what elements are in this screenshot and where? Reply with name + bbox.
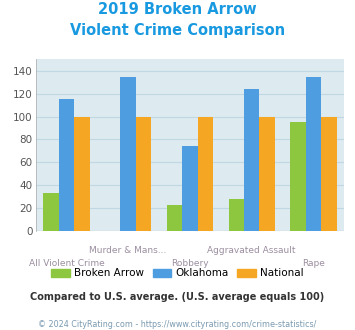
Bar bbox=[59, 99, 74, 231]
Text: All Violent Crime: All Violent Crime bbox=[28, 259, 104, 268]
Bar bbox=[182, 146, 198, 231]
Bar bbox=[260, 116, 275, 231]
Bar bbox=[306, 77, 321, 231]
Bar bbox=[244, 89, 260, 231]
Bar bbox=[136, 116, 151, 231]
Bar bbox=[290, 122, 306, 231]
Bar bbox=[229, 199, 244, 231]
Legend: Broken Arrow, Oklahoma, National: Broken Arrow, Oklahoma, National bbox=[47, 264, 308, 282]
Text: Murder & Mans...: Murder & Mans... bbox=[89, 246, 167, 255]
Bar bbox=[167, 205, 182, 231]
Bar bbox=[120, 77, 136, 231]
Text: Rape: Rape bbox=[302, 259, 325, 268]
Bar bbox=[321, 116, 337, 231]
Bar bbox=[74, 116, 89, 231]
Text: © 2024 CityRating.com - https://www.cityrating.com/crime-statistics/: © 2024 CityRating.com - https://www.city… bbox=[38, 320, 317, 329]
Text: Robbery: Robbery bbox=[171, 259, 209, 268]
Text: 2019 Broken Arrow: 2019 Broken Arrow bbox=[98, 2, 257, 16]
Text: Aggravated Assault: Aggravated Assault bbox=[207, 246, 296, 255]
Text: Violent Crime Comparison: Violent Crime Comparison bbox=[70, 23, 285, 38]
Bar bbox=[43, 193, 59, 231]
Bar bbox=[198, 116, 213, 231]
Text: Compared to U.S. average. (U.S. average equals 100): Compared to U.S. average. (U.S. average … bbox=[31, 292, 324, 302]
